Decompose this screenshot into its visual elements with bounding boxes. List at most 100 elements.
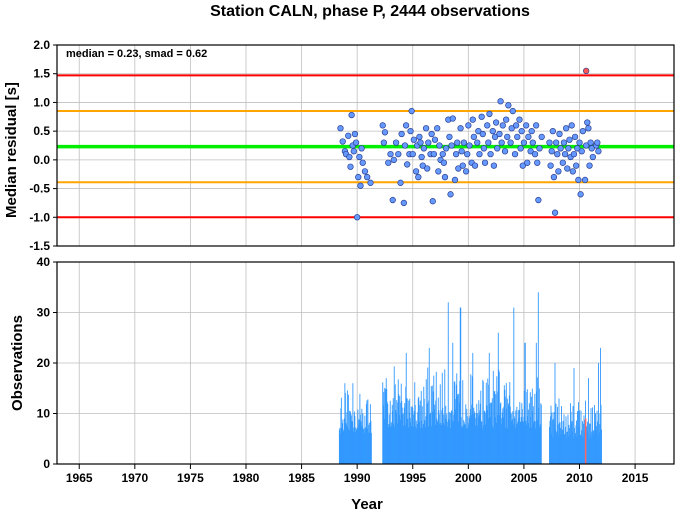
year-tick-label: 1990 — [344, 471, 371, 485]
residual-point — [570, 150, 578, 158]
residual-point — [431, 136, 439, 143]
observations-y-ticks: 0 10 20 30 40 — [37, 255, 57, 471]
residual-y-tick-label: -0.5 — [29, 182, 50, 196]
residual-point — [490, 162, 498, 169]
observations-y-tick-label: 30 — [37, 306, 51, 320]
residual-point — [551, 209, 559, 216]
residual-point — [575, 176, 582, 184]
residual-point — [404, 161, 411, 168]
residual-point — [345, 132, 352, 139]
residual-point — [557, 145, 564, 152]
residual-point — [578, 148, 585, 155]
residual-point — [568, 122, 575, 129]
residual-y-tick-label: 2.0 — [33, 38, 50, 52]
residual-point — [424, 165, 431, 172]
year-tick-label: 2005 — [511, 471, 538, 485]
residual-point — [486, 110, 493, 118]
residual-point — [531, 150, 539, 158]
residual-point — [501, 148, 509, 155]
residual-point — [525, 133, 532, 141]
residual-point — [549, 127, 556, 135]
residual-point — [576, 139, 583, 146]
residual-point — [480, 145, 488, 152]
stats-annotation: median = 0.23, smad = 0.62 — [66, 48, 207, 60]
residual-point — [583, 142, 590, 149]
residual-point — [535, 196, 542, 204]
residual-point — [484, 122, 491, 129]
residual-point — [589, 153, 596, 161]
residual-point — [400, 199, 408, 207]
residual-point — [522, 122, 530, 129]
residual-point — [532, 122, 540, 129]
residual-point — [395, 150, 402, 158]
residual-point — [380, 139, 387, 146]
residual-point — [569, 168, 576, 175]
residual-point — [511, 150, 519, 158]
x-axis-title: Year — [351, 496, 383, 511]
residual-point — [348, 111, 355, 119]
residual-point — [416, 133, 423, 141]
residual-point — [455, 165, 462, 172]
residual-point — [434, 125, 441, 132]
residual-point — [452, 150, 460, 158]
residual-point — [547, 162, 554, 169]
residual-points — [337, 67, 602, 221]
residual-point — [505, 102, 512, 109]
residual-point — [587, 139, 594, 146]
residual-point — [529, 139, 536, 146]
residual-point — [449, 115, 456, 122]
residual-point — [361, 168, 369, 175]
residual-point — [354, 214, 361, 221]
residual-y-tick-label: 0.0 — [33, 153, 50, 167]
residual-point — [491, 133, 499, 141]
residual-point — [469, 116, 476, 123]
observations-y-axis-title: Observations — [9, 315, 26, 411]
residual-point — [581, 176, 589, 184]
residual-point — [553, 139, 560, 146]
residual-point — [428, 130, 435, 138]
residual-point — [534, 159, 541, 166]
residual-y-tick-label: 1.0 — [33, 95, 50, 109]
residual-point — [474, 139, 481, 146]
residual-point — [446, 133, 453, 141]
year-tick-label: 1995 — [399, 471, 426, 485]
residual-point — [499, 122, 506, 129]
residual-point — [407, 127, 414, 135]
residual-point — [516, 116, 523, 123]
residual-point — [379, 122, 386, 129]
residual-point — [579, 127, 586, 135]
residual-point — [430, 150, 438, 158]
residual-point — [485, 139, 492, 146]
residual-point — [364, 173, 371, 181]
residual-point — [385, 159, 392, 166]
chart-title: Station CALN, phase P, 2444 observations — [210, 3, 530, 20]
residual-point — [419, 162, 426, 169]
residual-point — [560, 139, 568, 146]
residual-point — [436, 142, 443, 149]
residual-point — [441, 173, 449, 181]
residual-point — [595, 148, 602, 155]
residual-y-axis-title: Median residual [s] — [3, 82, 20, 218]
residual-point — [507, 139, 514, 146]
residual-point — [550, 173, 558, 181]
residual-point — [339, 138, 346, 145]
residual-point — [520, 139, 528, 146]
residual-point — [356, 153, 363, 161]
residual-point — [586, 162, 593, 169]
residual-point — [462, 168, 470, 175]
residual-point — [359, 159, 366, 166]
residual-point — [478, 113, 485, 120]
residual-point — [508, 125, 515, 132]
residual-point — [387, 150, 394, 158]
residual-point — [498, 139, 505, 146]
residual-point — [402, 122, 410, 129]
residual-point — [475, 127, 482, 135]
residual-point — [476, 150, 483, 158]
residual-point — [514, 133, 521, 141]
residual-point — [412, 168, 420, 175]
residual-point — [398, 130, 405, 138]
residual-panel: -1.5 -1.0 -0.5 0.0 0.5 1.0 1.5 2.0 median = 0.2… — [3, 38, 675, 253]
residual-point — [471, 162, 479, 169]
residual-point — [465, 122, 472, 129]
residual-point — [509, 107, 516, 115]
